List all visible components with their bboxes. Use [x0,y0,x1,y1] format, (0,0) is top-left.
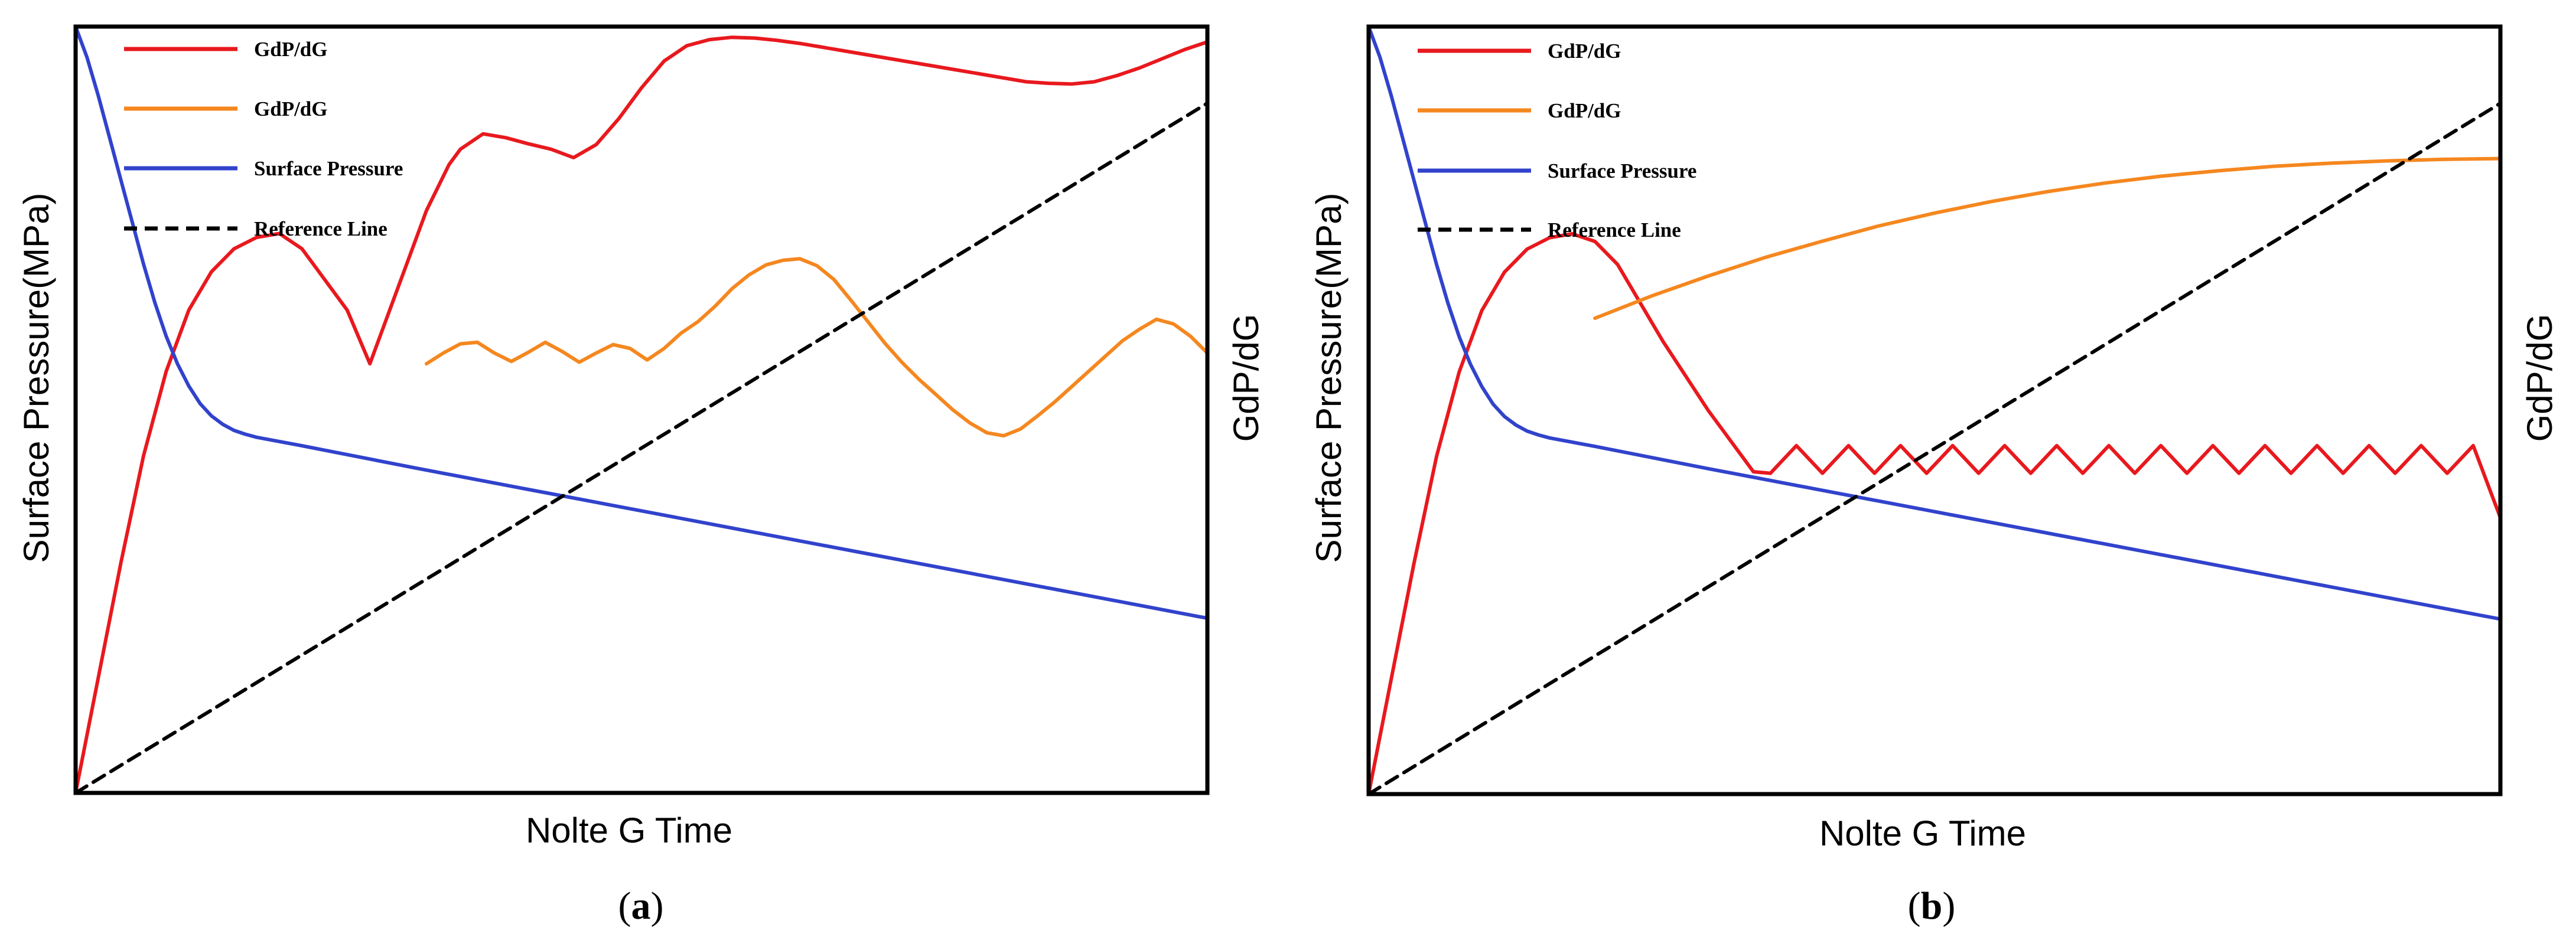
y-axis-label-b: Surface Pressure(MPa) [1309,193,1349,563]
legend-label-gdp-orange: GdP/dG [254,97,327,120]
panel-caption-a: (a) [618,884,664,928]
series-line-gdp-dg-orange-a [425,257,1209,438]
legend-label-gdp-red: GdP/dG [1548,40,1621,63]
plot-area-a [74,25,1209,795]
panel-caption-b: (b) [1908,884,1956,928]
legend-label-surface-pressure: Surface Pressure [1548,159,1696,182]
caption-letter: b [1921,884,1943,928]
x-axis-label-b: Nolte G Time [1819,814,2026,853]
plot-area-b [1367,25,2502,796]
caption-open-paren: ( [1908,884,1921,928]
legend-label-gdp-red: GdP/dG [254,38,327,61]
legend-label-surface-pressure: Surface Pressure [254,157,403,180]
y-axis-label-a: Surface Pressure(MPa) [17,193,56,563]
panel-b: GdP/dG GdP/dG Surface Pressure Reference… [1309,24,2559,928]
plot-frame-a [73,24,1210,795]
series-line-reference-line-a [74,101,1209,795]
caption-close-paren: ) [1942,884,1955,928]
legend-label-reference-line: Reference Line [254,217,387,240]
panel-a: GdP/dG GdP/dG Surface Pressure Reference… [17,24,1266,928]
caption-close-paren: ) [651,884,664,928]
series-line-gdp-dg-orange-b [1593,156,2502,320]
series-line-surface-pressure-a [74,25,1209,621]
caption-letter: a [631,884,651,928]
plot-frame-b [1366,24,2503,796]
y2-axis-label-a: GdP/dG [1226,314,1266,442]
legend-b: GdP/dG GdP/dG Surface Pressure Reference… [1418,40,1696,241]
legend-label-reference-line: Reference Line [1548,218,1681,241]
caption-open-paren: ( [618,884,631,928]
series-line-reference-line-b [1367,102,2502,796]
legend-a: GdP/dG GdP/dG Surface Pressure Reference… [124,38,403,240]
legend-label-gdp-orange: GdP/dG [1548,99,1621,122]
series-line-gdp-dg-red-b [1367,232,2502,796]
y2-axis-label-b: GdP/dG [2520,314,2559,442]
series-line-surface-pressure-b [1367,25,2502,621]
x-axis-label-a: Nolte G Time [526,811,732,850]
series-line-gdp-dg-red-a [74,35,1209,795]
